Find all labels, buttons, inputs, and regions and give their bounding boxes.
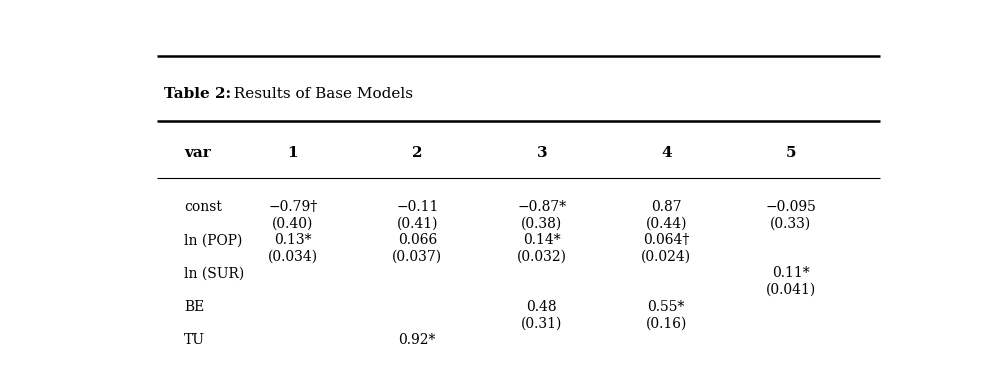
Text: TU: TU	[184, 333, 205, 347]
Text: (0.041): (0.041)	[765, 283, 815, 297]
Text: (0.032): (0.032)	[517, 250, 567, 264]
Text: ln (SUR): ln (SUR)	[184, 267, 244, 280]
Text: (0.034): (0.034)	[268, 250, 318, 264]
Text: (0.037): (0.037)	[392, 250, 442, 264]
Text: 2: 2	[411, 146, 422, 160]
Text: (0.44): (0.44)	[645, 217, 686, 230]
Text: Table 2:: Table 2:	[164, 87, 232, 101]
Text: (0.38): (0.38)	[521, 217, 562, 230]
Text: const: const	[184, 200, 222, 214]
Text: 0.13*: 0.13*	[274, 233, 311, 247]
Text: (0.31): (0.31)	[521, 316, 562, 330]
Text: var: var	[184, 146, 211, 160]
Text: 0.87: 0.87	[650, 200, 681, 214]
Text: Results of Base Models: Results of Base Models	[224, 87, 412, 101]
Text: BE: BE	[184, 299, 204, 314]
Text: 4: 4	[660, 146, 671, 160]
Text: 5: 5	[784, 146, 795, 160]
Text: 0.11*: 0.11*	[771, 267, 808, 280]
Text: (0.024): (0.024)	[641, 250, 691, 264]
Text: ln (POP): ln (POP)	[184, 233, 242, 247]
Text: (0.40): (0.40)	[272, 217, 313, 230]
Text: (0.16): (0.16)	[645, 316, 686, 330]
Text: −0.11: −0.11	[396, 200, 438, 214]
Text: 3: 3	[536, 146, 547, 160]
Text: −0.79†: −0.79†	[268, 200, 317, 214]
Text: 0.92*: 0.92*	[398, 333, 435, 347]
Text: 0.14*: 0.14*	[523, 233, 560, 247]
Text: 0.48: 0.48	[526, 299, 557, 314]
Text: (0.41): (0.41)	[396, 217, 437, 230]
Text: −0.095: −0.095	[764, 200, 815, 214]
Text: (0.33): (0.33)	[769, 217, 810, 230]
Text: 0.064†: 0.064†	[643, 233, 689, 247]
Text: 1: 1	[287, 146, 298, 160]
Text: −0.87*: −0.87*	[517, 200, 566, 214]
Text: 0.066: 0.066	[397, 233, 436, 247]
Text: 0.55*: 0.55*	[647, 299, 684, 314]
